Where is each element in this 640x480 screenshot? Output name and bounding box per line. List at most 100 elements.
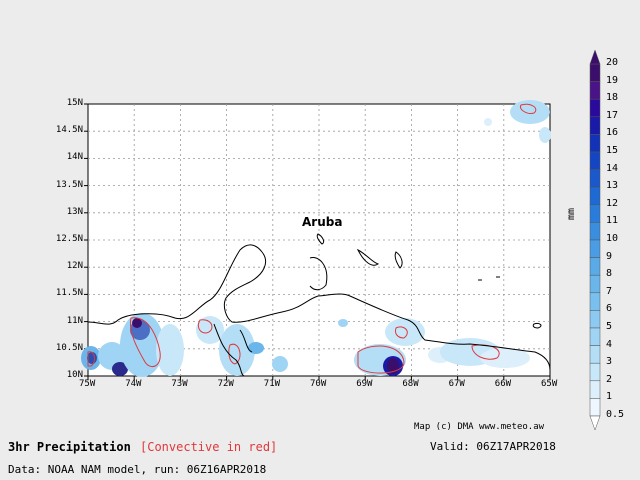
precipitation-field — [81, 100, 551, 377]
coastline-path — [532, 323, 542, 329]
colorbar-level-label: 7 — [606, 285, 613, 297]
precip-cell — [196, 316, 224, 344]
coastline-path — [394, 251, 403, 269]
data-source: Data: NOAA NAM model, run: 06Z16APR2018 — [8, 463, 267, 476]
convective-contour — [395, 326, 408, 339]
convective-contour — [87, 351, 96, 367]
colorbar-level-label: 1 — [606, 391, 613, 403]
convective-contour — [357, 345, 405, 374]
colorbar-swatch — [589, 274, 601, 294]
convective-contour — [519, 103, 537, 114]
precip-cell — [539, 127, 551, 143]
colorbar-swatch — [589, 239, 601, 258]
colorbar-swatch — [589, 134, 601, 153]
lat-label: 10N — [66, 370, 83, 380]
precip-cell — [510, 100, 550, 124]
valid-time: Valid: 06Z17APR2018 — [430, 440, 556, 453]
colorbar-level-label: 16 — [606, 127, 619, 139]
lon-label: 75W — [79, 379, 96, 389]
colorbar-swatch — [589, 186, 601, 206]
colorbar-level-label: 4 — [606, 338, 613, 350]
lon-label: 67W — [448, 379, 465, 389]
colorbar-bottom-arrow — [589, 415, 601, 431]
colorbar-swatch — [589, 362, 601, 382]
colorbar-swatch — [589, 81, 601, 100]
precip-cell — [112, 362, 128, 376]
lon-label: 74W — [125, 379, 142, 389]
colorbar-level-label: 17 — [606, 109, 619, 121]
colorbar-swatch — [589, 222, 601, 241]
colorbar-swatch — [589, 257, 601, 276]
colorbar-swatch — [589, 292, 601, 311]
lat-label: 11.5N — [55, 288, 83, 299]
colorbar-level-label: 19 — [606, 74, 619, 86]
chart-subtitle: [Convective in red] — [140, 440, 278, 454]
colorbar-level-label: 8 — [606, 268, 613, 280]
colorbar-swatch — [589, 98, 601, 118]
colorbar — [589, 49, 601, 431]
colorbar-swatch — [589, 116, 601, 135]
coastline-path — [316, 233, 325, 245]
coastline-path — [213, 323, 245, 377]
colorbar-swatch — [589, 327, 601, 346]
lat-label: 10.5N — [55, 342, 83, 353]
lat-label: 14.5N — [55, 125, 83, 136]
colorbar-level-label: 5 — [606, 321, 613, 332]
colorbar-level-label: 14 — [606, 162, 619, 174]
precip-cell — [156, 324, 184, 376]
lon-label: 71W — [263, 379, 281, 389]
precip-cell — [480, 348, 530, 368]
lat-label: 15N — [66, 98, 83, 108]
lon-label: 72W — [217, 379, 234, 389]
colorbar-level-label: 3 — [606, 356, 613, 368]
colorbar-swatch — [589, 310, 601, 329]
colorbar-swatch — [589, 398, 601, 417]
lon-label: 73W — [171, 379, 188, 389]
colorbar-level-label: 10 — [606, 233, 619, 244]
lat-label: 11N — [66, 315, 83, 326]
colorbar-level-label: 2 — [606, 373, 613, 385]
colorbar-swatch — [589, 380, 601, 399]
colorbar-level-label: 6 — [606, 303, 613, 315]
map-credit: Map (c) DMA www.meteo.aw — [414, 422, 545, 432]
chart-title: 3hr Precipitation — [8, 440, 131, 454]
convective-contour — [197, 319, 213, 334]
colorbar-level-label: 9 — [606, 250, 613, 262]
colorbar-top-arrow — [589, 49, 601, 65]
precip-cell — [219, 324, 255, 376]
colorbar-level-label: 18 — [606, 92, 619, 104]
lon-label: 69W — [356, 379, 373, 389]
coastline-path — [356, 248, 380, 266]
coastline-path — [239, 329, 253, 353]
lon-label: 68W — [402, 379, 419, 389]
coastline — [87, 233, 551, 377]
coastline-path — [317, 293, 551, 371]
precip-cell — [272, 356, 288, 372]
precip-cell — [338, 319, 348, 327]
colorbar-swatch — [589, 151, 601, 170]
place-label-aruba: Aruba — [302, 215, 343, 229]
colorbar-level-label: 20 — [606, 57, 619, 68]
colorbar-level-label: 11 — [606, 215, 619, 227]
lat-label: 13N — [66, 206, 83, 217]
colorbar-level-label: 15 — [606, 145, 619, 156]
lat-label: 13.5N — [55, 179, 83, 190]
colorbar-level-label: 0.5 — [606, 409, 625, 420]
convective-contour — [228, 343, 241, 365]
lon-label: 70W — [310, 379, 327, 389]
coastline-path — [87, 244, 319, 325]
lat-label: 14N — [66, 152, 83, 163]
colorbar-swatch — [589, 345, 601, 364]
convective-contour — [129, 317, 161, 368]
coastline-path — [309, 256, 328, 291]
lat-label: 12.5N — [55, 234, 83, 244]
lat-label: 12N — [66, 261, 83, 272]
colorbar-units: mm — [566, 207, 577, 220]
precip-cell — [387, 358, 399, 374]
colorbar-swatch — [589, 169, 601, 188]
colorbar-swatch — [589, 63, 601, 82]
precip-cell — [484, 118, 492, 126]
lon-label: 65W — [541, 379, 558, 389]
colorbar-level-label: 12 — [606, 197, 619, 209]
